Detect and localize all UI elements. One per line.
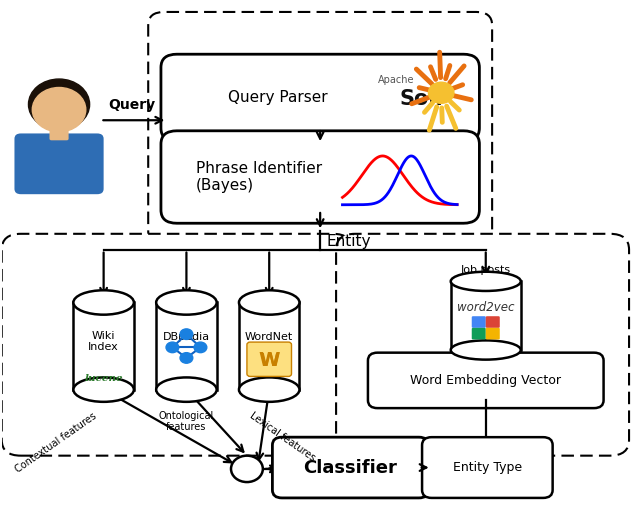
FancyBboxPatch shape — [368, 353, 604, 408]
Text: Ontological
features: Ontological features — [159, 411, 214, 432]
FancyBboxPatch shape — [49, 126, 68, 140]
FancyBboxPatch shape — [472, 328, 486, 339]
Ellipse shape — [451, 272, 521, 291]
Text: Contextual features: Contextual features — [13, 411, 99, 474]
Text: Wiki
Index: Wiki Index — [88, 331, 119, 353]
Text: WordNet: WordNet — [245, 332, 293, 342]
Ellipse shape — [156, 290, 217, 315]
FancyBboxPatch shape — [247, 342, 291, 376]
Polygon shape — [156, 303, 217, 390]
FancyBboxPatch shape — [2, 234, 352, 456]
Text: W: W — [259, 352, 279, 370]
FancyBboxPatch shape — [273, 437, 428, 498]
FancyBboxPatch shape — [472, 316, 486, 328]
Text: Entity Type: Entity Type — [452, 461, 522, 474]
Ellipse shape — [74, 378, 134, 402]
FancyBboxPatch shape — [486, 328, 500, 339]
Circle shape — [180, 329, 193, 339]
Polygon shape — [239, 303, 300, 390]
Circle shape — [166, 342, 179, 353]
Text: Query: Query — [109, 98, 156, 113]
Text: Apache: Apache — [378, 74, 414, 84]
Polygon shape — [74, 303, 134, 390]
Text: Solr: Solr — [400, 89, 447, 109]
Text: lucene: lucene — [84, 373, 123, 382]
Ellipse shape — [239, 290, 300, 315]
Text: Word Embedding Vector: Word Embedding Vector — [410, 374, 561, 387]
Text: Query Parser: Query Parser — [228, 90, 328, 105]
FancyBboxPatch shape — [486, 316, 500, 328]
Circle shape — [180, 353, 193, 363]
Text: DBpedia: DBpedia — [163, 332, 210, 342]
FancyBboxPatch shape — [336, 234, 629, 456]
Circle shape — [194, 342, 207, 353]
Ellipse shape — [239, 378, 300, 402]
Circle shape — [231, 456, 263, 482]
Text: Lexical features: Lexical features — [248, 411, 317, 464]
FancyBboxPatch shape — [15, 133, 104, 194]
Text: Job posts: Job posts — [461, 265, 511, 275]
Text: Classifier: Classifier — [303, 459, 397, 476]
Circle shape — [428, 82, 454, 104]
FancyBboxPatch shape — [161, 54, 479, 141]
FancyBboxPatch shape — [148, 12, 492, 244]
FancyBboxPatch shape — [422, 437, 552, 498]
Circle shape — [28, 79, 90, 130]
FancyBboxPatch shape — [161, 131, 479, 223]
Ellipse shape — [156, 378, 217, 402]
Polygon shape — [451, 281, 521, 350]
Circle shape — [32, 88, 86, 132]
Ellipse shape — [451, 340, 521, 359]
Text: Entity: Entity — [326, 234, 371, 249]
Ellipse shape — [74, 290, 134, 315]
Text: word2vec: word2vec — [457, 301, 515, 314]
Text: Phrase Identifier
(Bayes): Phrase Identifier (Bayes) — [196, 161, 322, 193]
Text: W: W — [259, 351, 280, 370]
